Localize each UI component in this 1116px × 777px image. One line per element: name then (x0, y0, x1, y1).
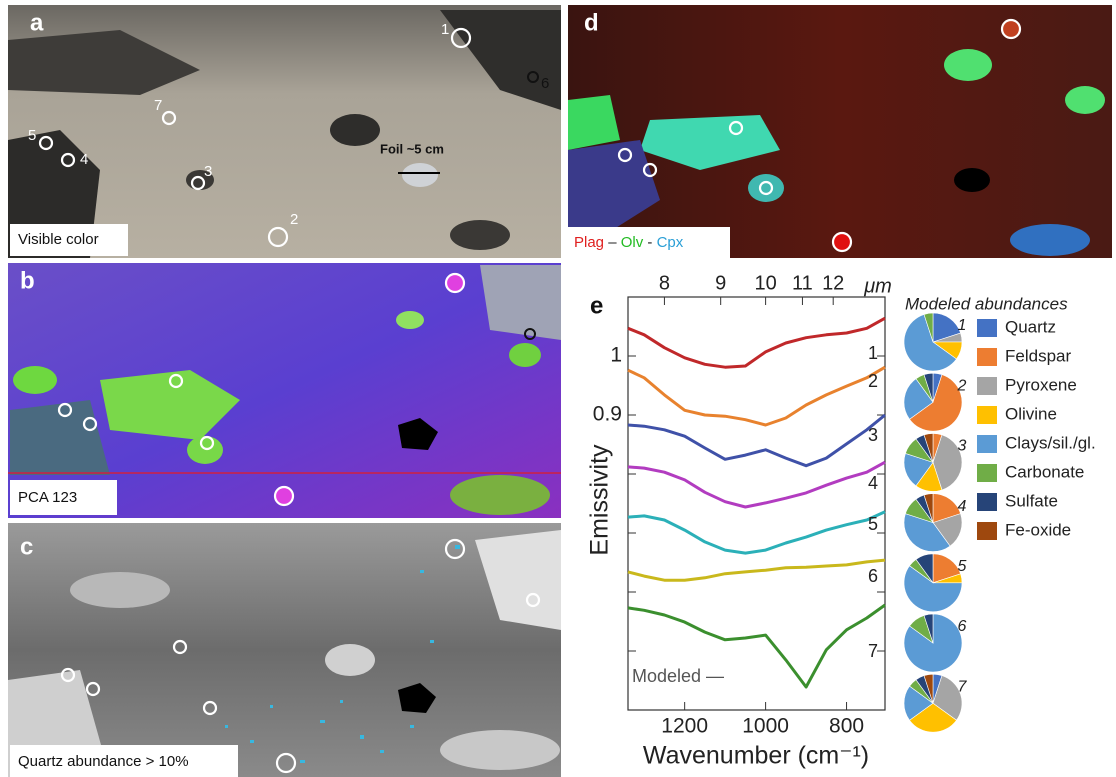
legend-swatch (977, 493, 997, 511)
rock (1065, 86, 1105, 114)
rock (748, 174, 784, 202)
rock (944, 49, 992, 81)
rock (13, 366, 57, 394)
point-label: 7 (154, 97, 162, 114)
panel-letter: b (20, 267, 35, 294)
series-label: 2 (868, 371, 878, 391)
panel-letter: d (584, 9, 599, 36)
series-label: 1 (868, 343, 878, 363)
legend-swatch (977, 377, 997, 395)
rock (1010, 224, 1090, 256)
series-label: 4 (868, 473, 878, 493)
legend-swatch (977, 435, 997, 453)
legend-swatch (977, 319, 997, 337)
x-tick-label: 800 (829, 715, 864, 738)
panel-d: d Plag – Olv - Cpx (568, 5, 1112, 258)
x-axis-label: Wavenumber (cm⁻¹) (643, 742, 869, 770)
panel-letter: c (20, 533, 33, 560)
point-circle (275, 487, 293, 505)
y-tick-label: 1 (610, 344, 622, 367)
annotation: Modeled — (632, 666, 724, 686)
caption: Plag – Olv - Cpx (574, 234, 684, 251)
legend-swatch (977, 522, 997, 540)
pie-label: 1 (958, 317, 967, 334)
rock (509, 343, 541, 367)
y-tick-label: 0.9 (593, 403, 622, 426)
legend-swatch (977, 464, 997, 482)
legend-label: Clays/sil./gl. (1005, 433, 1096, 452)
point-circle (833, 233, 851, 251)
point-label: 3 (204, 163, 212, 180)
pie-label: 2 (957, 377, 967, 394)
legend-label: Quartz (1005, 317, 1056, 336)
caption: Visible color (18, 231, 99, 248)
point-label: 4 (80, 151, 88, 168)
x-tick-label: 1000 (742, 715, 789, 738)
spectrum-line (628, 512, 885, 553)
legend-label: Pyroxene (1005, 375, 1077, 394)
legend-label: Carbonate (1005, 462, 1084, 481)
x2-unit: μm (863, 275, 892, 297)
point-circle (1002, 20, 1020, 38)
point-label: 6 (541, 75, 549, 92)
spectrum-line (628, 367, 885, 425)
x2-tick-label: 10 (754, 272, 776, 294)
rock (325, 644, 375, 676)
rock (450, 220, 510, 250)
pie-label: 5 (958, 558, 967, 575)
rock (330, 114, 380, 146)
caption-part: - (643, 234, 656, 251)
foil-mask (954, 168, 990, 192)
foil (402, 163, 438, 187)
x2-tick-label: 9 (715, 272, 726, 294)
x-tick-label: 1200 (661, 715, 708, 738)
rock (450, 475, 550, 515)
panel-letter: a (30, 9, 44, 36)
legend-label: Olivine (1005, 404, 1057, 423)
panel-c: c Quartz abundance > 10% (8, 523, 561, 777)
legend-swatch (977, 406, 997, 424)
x2-tick-label: 8 (659, 272, 670, 294)
rock (480, 265, 561, 340)
legend-label: Fe-oxide (1005, 520, 1071, 539)
point-label: 1 (441, 21, 449, 38)
annotation: Foil ~5 cm (380, 141, 444, 156)
caption-part: Plag (574, 234, 604, 251)
y-axis-label: Emissivity (586, 444, 614, 556)
panel-letter: e (590, 292, 603, 319)
rock (440, 730, 560, 770)
legend-swatch (977, 348, 997, 366)
x2-tick-label: 12 (822, 272, 844, 294)
pie-label: 4 (958, 498, 967, 515)
point-circle (446, 274, 464, 292)
caption: Quartz abundance > 10% (18, 753, 189, 770)
series-label: 3 (868, 425, 878, 445)
spectrum-line (628, 462, 885, 507)
series-label: 7 (868, 641, 878, 661)
panel-b: b PCA 123 (8, 263, 561, 518)
panel-a: a 1 2 3 4 5 6 7 Foil ~5 cm Visible color (8, 5, 561, 258)
pie-label: 7 (958, 678, 968, 695)
pie-label: 6 (958, 618, 967, 635)
caption-part: Cpx (657, 234, 684, 251)
rock (187, 436, 223, 464)
legend-label: Sulfate (1005, 491, 1058, 510)
caption: PCA 123 (18, 489, 77, 506)
legend-label: Feldspar (1005, 346, 1071, 365)
pie-label: 3 (958, 438, 967, 455)
point-label: 2 (290, 211, 298, 228)
spectrum-line (628, 560, 885, 580)
series-label: 5 (868, 514, 878, 534)
caption-part: – (604, 234, 621, 251)
caption-part: Olv (621, 234, 644, 251)
rock (396, 311, 424, 329)
x2-tick-label: 11 (792, 272, 813, 294)
rock (70, 572, 170, 608)
point-label: 5 (28, 127, 36, 144)
series-label: 6 (868, 566, 878, 586)
figure: a 1 2 3 4 5 6 7 Foil ~5 cm Visible color (0, 0, 1116, 777)
legend-title: Modeled abundances (905, 294, 1068, 313)
spectrum-line (628, 318, 885, 367)
